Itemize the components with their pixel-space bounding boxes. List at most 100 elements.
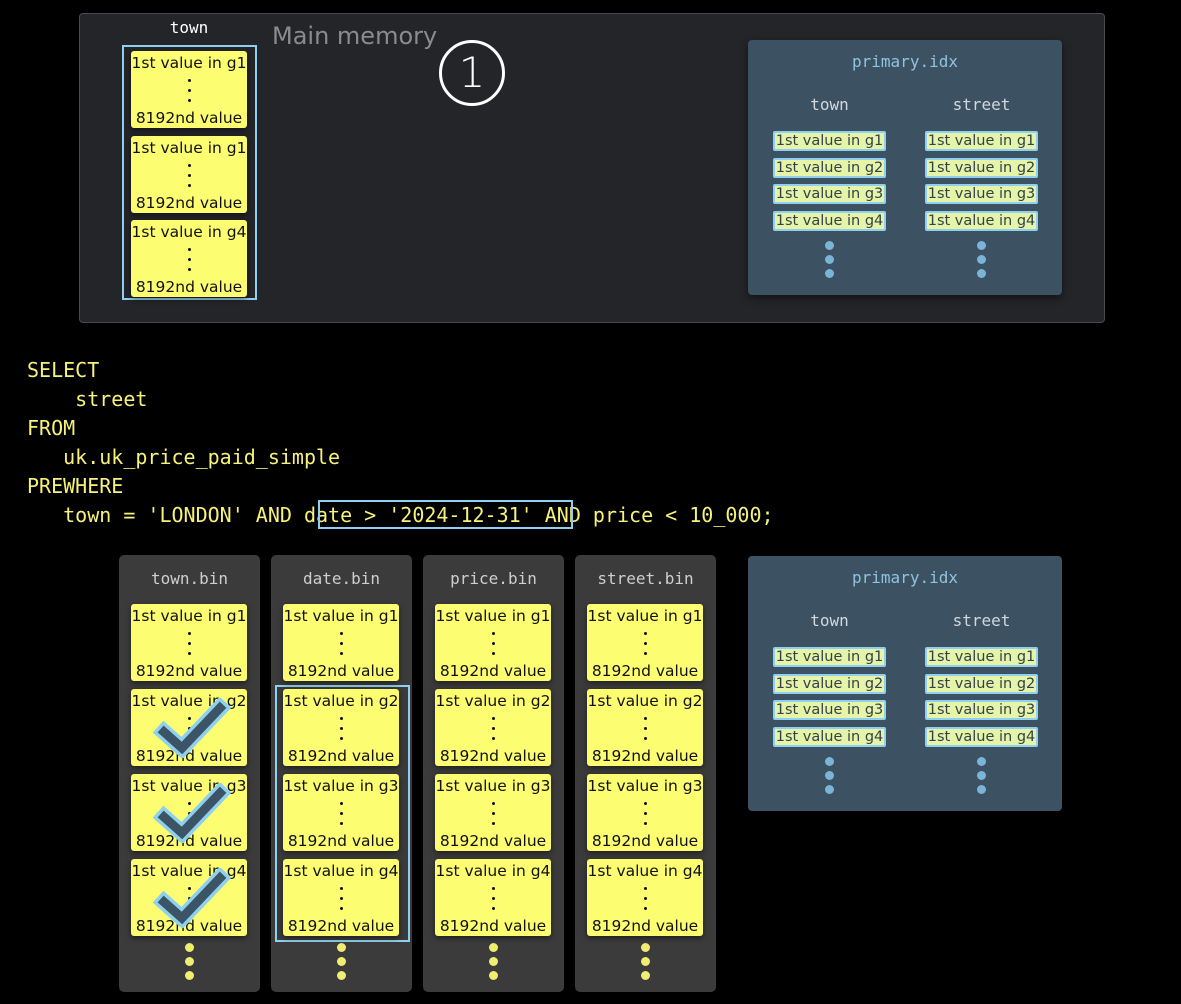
granule-first-value: 1st value in g1 xyxy=(283,607,399,625)
granule-last-value: 8192nd value xyxy=(591,747,699,765)
index-title: primary.idx xyxy=(852,568,958,587)
sql-line: street xyxy=(27,387,148,411)
granule-card: 1st value in g4 8192nd value xyxy=(435,859,551,936)
granule-card: 1st value in g2 8192nd value xyxy=(435,689,551,766)
granule-last-value: 8192nd value xyxy=(287,917,395,935)
file-name: town.bin xyxy=(150,569,229,588)
vertical-ellipsis-icon xyxy=(340,802,343,825)
ellipsis-dot-icon xyxy=(185,943,194,952)
index-column-header: town xyxy=(810,95,849,114)
index-entry: 1st value in g4 xyxy=(925,211,1038,232)
granule-last-value: 8192nd value xyxy=(591,662,699,680)
granule-last-value: 8192nd value xyxy=(135,109,243,127)
index-entry: 1st value in g2 xyxy=(925,673,1038,694)
date-bin-highlight-box xyxy=(275,685,410,942)
granule-first-value: 1st value in g1 xyxy=(131,54,247,72)
primary-index-panel: primary.idx town 1st value in g1 1st value … xyxy=(748,556,1062,811)
granule-card: 1st value in g1 8192nd value xyxy=(435,604,551,681)
ellipsis-dot-icon xyxy=(977,771,986,780)
vertical-ellipsis-icon xyxy=(340,717,343,740)
vertical-ellipsis-icon xyxy=(340,887,343,910)
vertical-ellipsis-icon xyxy=(644,717,647,740)
index-entry: 1st value in g2 xyxy=(925,157,1038,178)
file-name: street.bin xyxy=(597,569,694,588)
ellipsis-dot-icon xyxy=(489,943,498,952)
granule-last-value: 8192nd value xyxy=(439,832,547,850)
ellipsis-dot-icon xyxy=(641,957,650,966)
granule-last-value: 8192nd value xyxy=(135,278,243,296)
granule-last-value: 8192nd value xyxy=(135,194,243,212)
vertical-ellipsis-icon xyxy=(492,717,495,740)
index-entry: 1st value in g4 xyxy=(773,211,886,232)
granule-last-value: 8192nd value xyxy=(287,747,395,765)
ellipsis-dot-icon xyxy=(825,785,834,794)
index-entry: 1st value in g4 xyxy=(773,727,886,748)
granule-last-value: 8192nd value xyxy=(287,662,395,680)
ellipsis-dot-icon xyxy=(337,957,346,966)
granule-first-value: 1st value in g1 xyxy=(131,139,247,157)
index-column-header: town xyxy=(810,611,849,630)
sql-line: SELECT xyxy=(27,358,100,382)
granule-first-value: 1st value in g1 xyxy=(435,607,551,625)
granule-card: 1st value in g2 8192nd value xyxy=(283,689,399,766)
index-entry: 1st value in g1 xyxy=(773,647,886,667)
ellipsis-dot-icon xyxy=(489,971,498,980)
granule-last-value: 8192nd value xyxy=(439,747,547,765)
vertical-ellipsis-icon xyxy=(188,248,191,271)
main-memory-title: Main memory xyxy=(272,22,438,50)
step-marker: 1 xyxy=(439,40,505,106)
granule-first-value: 1st value in g3 xyxy=(435,777,551,795)
index-title: primary.idx xyxy=(852,52,958,71)
memory-highlight-box xyxy=(122,45,257,300)
granule-card: 1st value in g4 8192nd value xyxy=(131,220,247,297)
index-column-header: street xyxy=(952,95,1011,114)
vertical-ellipsis-icon xyxy=(340,632,343,655)
ellipsis-dot-icon xyxy=(337,971,346,980)
ellipsis-dot-icon xyxy=(337,943,346,952)
index-entry: 1st value in g3 xyxy=(773,700,886,721)
granule-card: 1st value in g3 8192nd value xyxy=(131,774,247,851)
ellipsis-dot-icon xyxy=(641,943,650,952)
granule-last-value: 8192nd value xyxy=(135,662,243,680)
checkmark-icon xyxy=(152,698,232,758)
sql-line: FROM xyxy=(27,416,76,440)
file-name: date.bin xyxy=(302,569,381,588)
vertical-ellipsis-icon xyxy=(644,887,647,910)
vertical-ellipsis-icon xyxy=(492,802,495,825)
granule-first-value: 1st value in g3 xyxy=(587,777,703,795)
granule-first-value: 1st value in g4 xyxy=(131,223,247,241)
ellipsis-dot-icon xyxy=(977,241,986,250)
granule-card: 1st value in g1 8192nd value xyxy=(131,136,247,213)
vertical-ellipsis-icon xyxy=(644,802,647,825)
vertical-ellipsis-icon xyxy=(188,632,191,655)
granule-card: 1st value in g1 8192nd value xyxy=(587,604,703,681)
granule-first-value: 1st value in g2 xyxy=(283,692,399,710)
ellipsis-dot-icon xyxy=(825,241,834,250)
ellipsis-dot-icon xyxy=(825,255,834,264)
granule-last-value: 8192nd value xyxy=(591,832,699,850)
granule-last-value: 8192nd value xyxy=(135,917,243,935)
granule-first-value: 1st value in g4 xyxy=(283,862,399,880)
ellipsis-dot-icon xyxy=(977,785,986,794)
ellipsis-dot-icon xyxy=(185,957,194,966)
ellipsis-dot-icon xyxy=(825,771,834,780)
granule-card: 1st value in g4 8192nd value xyxy=(283,859,399,936)
granule-first-value: 1st value in g1 xyxy=(131,607,247,625)
ellipsis-dot-icon xyxy=(825,269,834,278)
ellipsis-dot-icon xyxy=(825,757,834,766)
ellipsis-dot-icon xyxy=(977,757,986,766)
ellipsis-dot-icon xyxy=(641,971,650,980)
granule-first-value: 1st value in g4 xyxy=(587,862,703,880)
granule-first-value: 1st value in g3 xyxy=(283,777,399,795)
vertical-ellipsis-icon xyxy=(188,164,191,187)
sql-line: town = 'LONDON' AND date > '2024-12-31' … xyxy=(27,503,774,527)
granule-first-value: 1st value in g2 xyxy=(435,692,551,710)
granule-card: 1st value in g4 8192nd value xyxy=(587,859,703,936)
granule-last-value: 8192nd value xyxy=(287,832,395,850)
ellipsis-dot-icon xyxy=(977,269,986,278)
granule-card: 1st value in g4 8192nd value xyxy=(131,859,247,936)
sql-line: uk.uk_price_paid_simple xyxy=(27,445,341,469)
file-name: price.bin xyxy=(450,569,537,588)
granule-last-value: 8192nd value xyxy=(135,747,243,765)
granule-first-value: 1st value in g2 xyxy=(587,692,703,710)
